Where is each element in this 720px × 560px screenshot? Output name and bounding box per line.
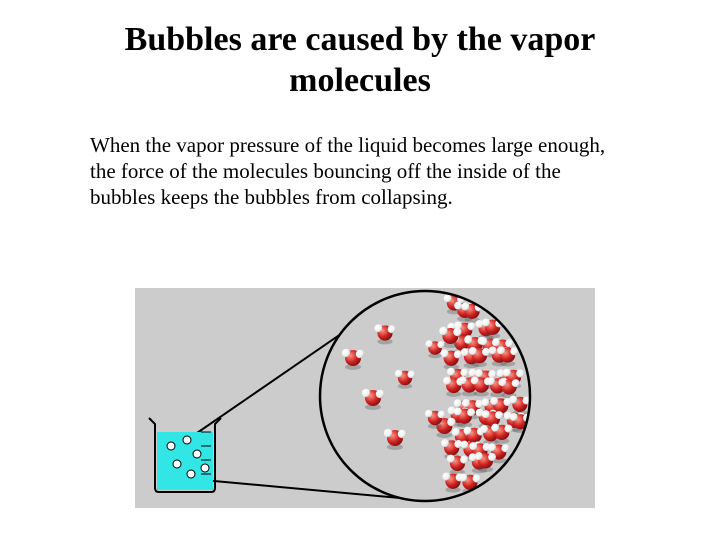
bubble-diagram: [135, 288, 595, 508]
slide-body-text: When the vapor pressure of the liquid be…: [0, 132, 720, 211]
slide-title: Bubbles are caused by the vapor molecule…: [0, 20, 720, 102]
